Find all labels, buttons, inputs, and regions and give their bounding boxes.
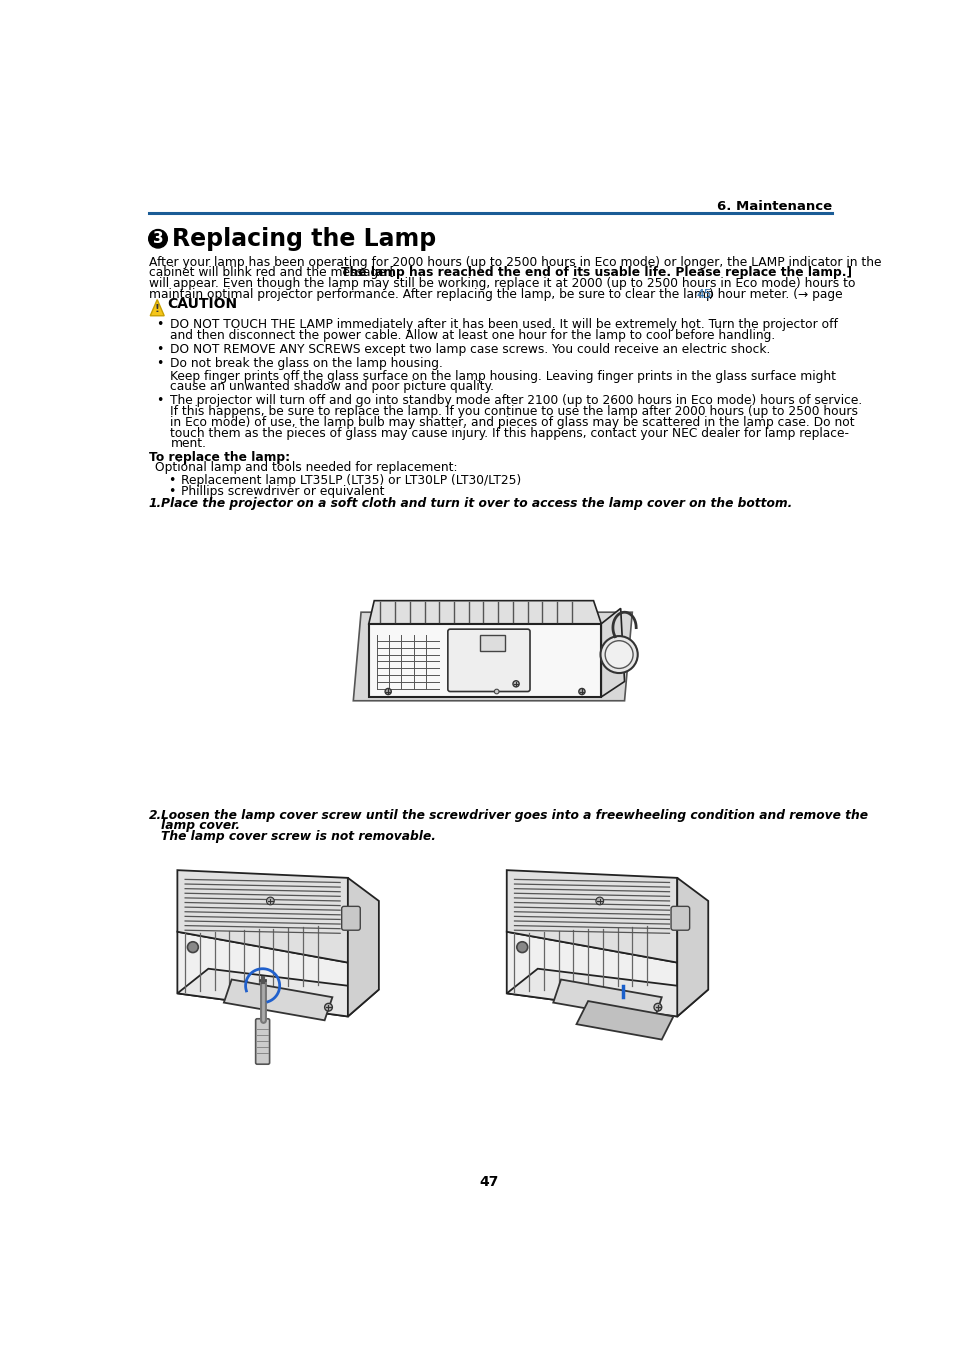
Circle shape <box>494 689 498 694</box>
Text: The lamp cover screw is not removable.: The lamp cover screw is not removable. <box>161 830 436 842</box>
Text: ): ) <box>707 288 712 301</box>
Polygon shape <box>348 878 378 1016</box>
Circle shape <box>517 942 527 953</box>
Text: 3: 3 <box>152 232 163 247</box>
Text: DO NOT TOUCH THE LAMP immediately after it has been used. It will be extremely h: DO NOT TOUCH THE LAMP immediately after … <box>171 318 838 332</box>
Text: 47: 47 <box>478 1175 498 1189</box>
Text: 1.: 1. <box>149 497 162 511</box>
Text: cabinet will blink red and the message [: cabinet will blink red and the message [ <box>149 267 394 279</box>
Circle shape <box>599 636 637 673</box>
Circle shape <box>266 898 274 905</box>
Polygon shape <box>369 624 600 697</box>
FancyBboxPatch shape <box>341 906 360 930</box>
Text: CAUTION: CAUTION <box>167 297 237 311</box>
Text: cause an unwanted shadow and poor picture quality.: cause an unwanted shadow and poor pictur… <box>171 380 494 394</box>
FancyBboxPatch shape <box>447 630 530 692</box>
Text: Keep finger prints off the glass surface on the lamp housing. Leaving finger pri: Keep finger prints off the glass surface… <box>171 369 836 383</box>
Circle shape <box>513 681 518 687</box>
Text: If this happens, be sure to replace the lamp. If you continue to use the lamp af: If this happens, be sure to replace the … <box>171 406 858 418</box>
Polygon shape <box>600 608 624 697</box>
Text: The projector will turn off and go into standby mode after 2100 (up to 2600 hour: The projector will turn off and go into … <box>171 395 862 407</box>
Circle shape <box>385 689 391 694</box>
FancyBboxPatch shape <box>480 635 505 651</box>
Circle shape <box>654 1003 661 1011</box>
Text: •: • <box>168 485 175 499</box>
Polygon shape <box>177 931 348 1016</box>
Text: To replace the lamp:: To replace the lamp: <box>149 450 290 464</box>
Text: •: • <box>155 318 163 332</box>
Polygon shape <box>177 871 348 962</box>
Circle shape <box>187 942 198 953</box>
Text: in Eco mode) of use, the lamp bulb may shatter, and pieces of glass may be scatt: in Eco mode) of use, the lamp bulb may s… <box>171 417 854 429</box>
Text: After your lamp has been operating for 2000 hours (up to 2500 hours in Eco mode): After your lamp has been operating for 2… <box>149 256 881 268</box>
Text: •: • <box>155 342 163 356</box>
Polygon shape <box>506 931 677 1016</box>
Circle shape <box>604 640 633 669</box>
Text: •: • <box>155 357 163 369</box>
Text: 45: 45 <box>696 288 712 301</box>
Text: •: • <box>155 395 163 407</box>
Polygon shape <box>224 980 332 1020</box>
Text: DO NOT REMOVE ANY SCREWS except two lamp case screws. You could receive an elect: DO NOT REMOVE ANY SCREWS except two lamp… <box>171 342 770 356</box>
Text: The lamp has reached the end of its usable life. Please replace the lamp.]: The lamp has reached the end of its usab… <box>340 267 851 279</box>
Polygon shape <box>506 871 677 962</box>
Text: Replacement lamp LT35LP (LT35) or LT30LP (LT30/LT25): Replacement lamp LT35LP (LT35) or LT30LP… <box>181 474 521 488</box>
Text: Optional lamp and tools needed for replacement:: Optional lamp and tools needed for repla… <box>154 461 456 474</box>
Text: Place the projector on a soft cloth and turn it over to access the lamp cover on: Place the projector on a soft cloth and … <box>161 497 792 511</box>
Polygon shape <box>677 878 707 1016</box>
Text: Phillips screwdriver or equivalent: Phillips screwdriver or equivalent <box>181 485 384 499</box>
Text: touch them as the pieces of glass may cause injury. If this happens, contact you: touch them as the pieces of glass may ca… <box>171 426 848 439</box>
FancyBboxPatch shape <box>670 906 689 930</box>
Text: !: ! <box>154 303 159 314</box>
FancyBboxPatch shape <box>255 1019 270 1064</box>
Polygon shape <box>177 969 378 1016</box>
Circle shape <box>578 689 584 694</box>
Text: •: • <box>168 474 175 488</box>
Text: lamp cover.: lamp cover. <box>161 820 240 832</box>
Circle shape <box>149 229 167 248</box>
Polygon shape <box>506 969 707 1016</box>
Text: 6. Maintenance: 6. Maintenance <box>717 200 831 213</box>
Text: ment.: ment. <box>171 437 206 450</box>
Circle shape <box>324 1003 332 1011</box>
Text: maintain optimal projector performance. After replacing the lamp, be sure to cle: maintain optimal projector performance. … <box>149 288 845 301</box>
Text: Loosen the lamp cover screw until the screwdriver goes into a freewheeling condi: Loosen the lamp cover screw until the sc… <box>161 809 867 821</box>
Text: and then disconnect the power cable. Allow at least one hour for the lamp to coo: and then disconnect the power cable. All… <box>171 329 775 342</box>
Text: Do not break the glass on the lamp housing.: Do not break the glass on the lamp housi… <box>171 357 443 369</box>
Polygon shape <box>353 612 632 701</box>
Polygon shape <box>553 980 661 1020</box>
Polygon shape <box>576 1002 673 1039</box>
Text: will appear. Even though the lamp may still be working, replace it at 2000 (up t: will appear. Even though the lamp may st… <box>149 278 854 290</box>
Text: 2.: 2. <box>149 809 162 821</box>
Circle shape <box>596 898 603 905</box>
Text: Replacing the Lamp: Replacing the Lamp <box>172 226 436 251</box>
Polygon shape <box>369 601 600 624</box>
Polygon shape <box>150 299 164 315</box>
